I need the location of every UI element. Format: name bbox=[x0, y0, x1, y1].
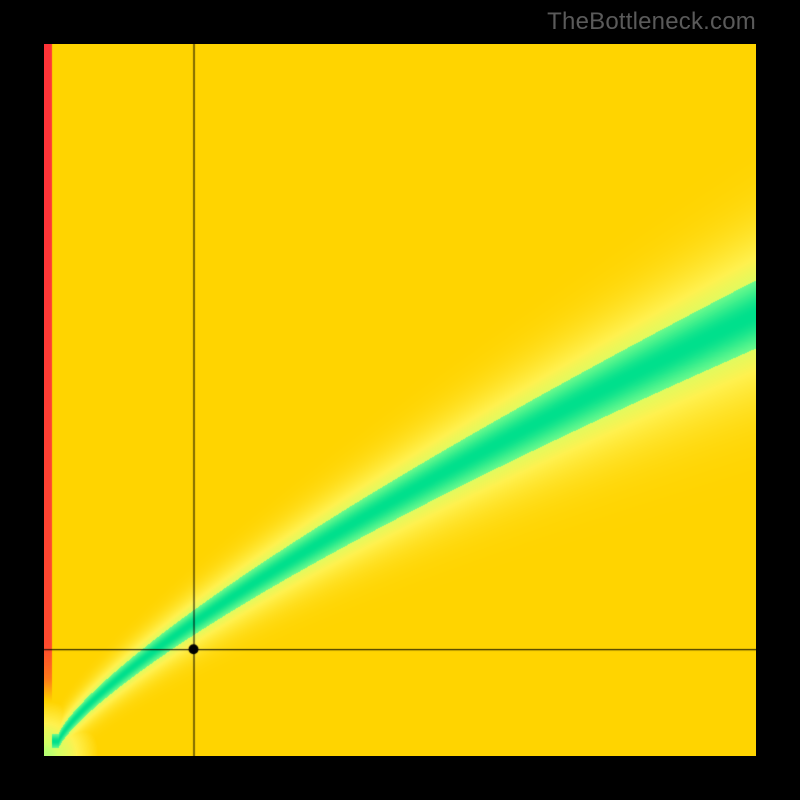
watermark-text: TheBottleneck.com bbox=[547, 8, 756, 36]
bottleneck-heatmap bbox=[44, 44, 756, 756]
